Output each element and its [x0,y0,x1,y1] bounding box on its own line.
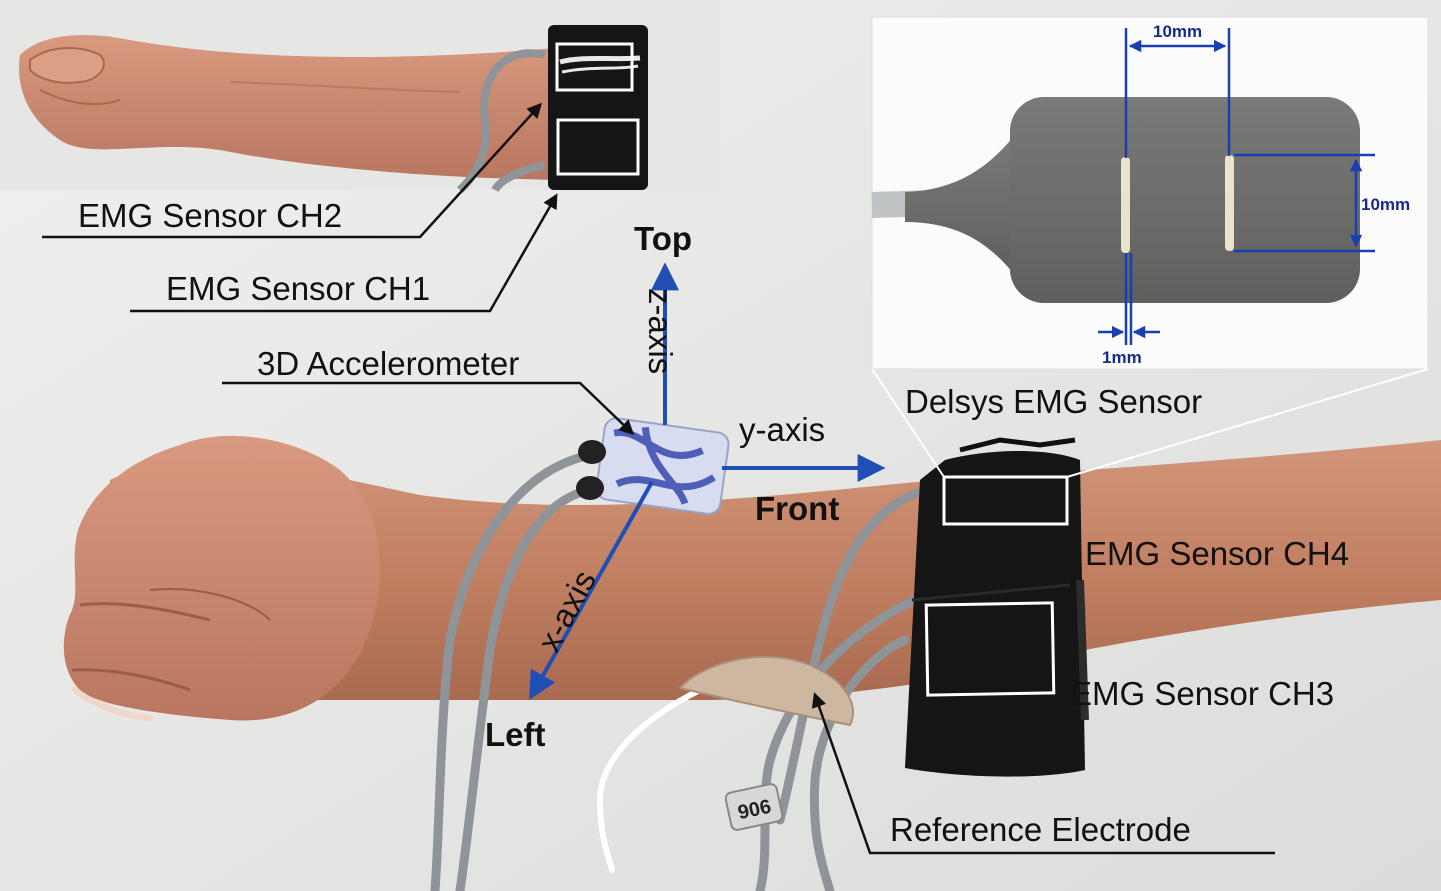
ch4-highlight-box [942,475,1069,526]
zoom-line-right [1066,368,1429,478]
inset-delsys-photo [871,16,1429,370]
main-strap [905,437,1089,777]
reference-electrode-pad [678,655,855,727]
label-emg-ch1: EMG Sensor CH1 [166,270,431,307]
zoom-line-left [871,368,945,478]
main-forearm [63,435,1441,721]
ch3-highlight-box [924,601,1056,697]
label-3d-accelerometer: 3D Accelerometer [257,345,520,382]
label-delsys-emg-sensor: Delsys EMG Sensor [905,383,1203,420]
label-emg-ch3: EMG Sensor CH3 [1070,675,1335,712]
label-reference-electrode: Reference Electrode [890,811,1191,848]
dimension-lines [1098,28,1375,345]
label-top: Top [634,220,693,257]
label-y-axis: y-axis [739,411,826,448]
label-z-axis: z-axis [642,288,679,375]
leader-lines [42,102,1275,855]
dim-electrode-spacing: 10mm [1153,22,1203,41]
reference-lead [596,687,703,873]
coordinate-axes [529,262,886,700]
dim-electrode-length: 10mm [1361,195,1411,214]
label-emg-ch4: EMG Sensor CH4 [1085,535,1350,572]
accelerometer-unit [576,417,730,515]
label-left: Left [485,716,546,753]
dim-electrode-width: 1mm [1102,348,1142,367]
cable-tag: 906 [724,783,784,831]
x-axis-arrow [529,481,654,700]
inset-wrist-photo [0,0,720,193]
label-front: Front [755,490,840,527]
sensor-cables [430,450,945,891]
label-emg-ch2: EMG Sensor CH2 [78,197,343,234]
